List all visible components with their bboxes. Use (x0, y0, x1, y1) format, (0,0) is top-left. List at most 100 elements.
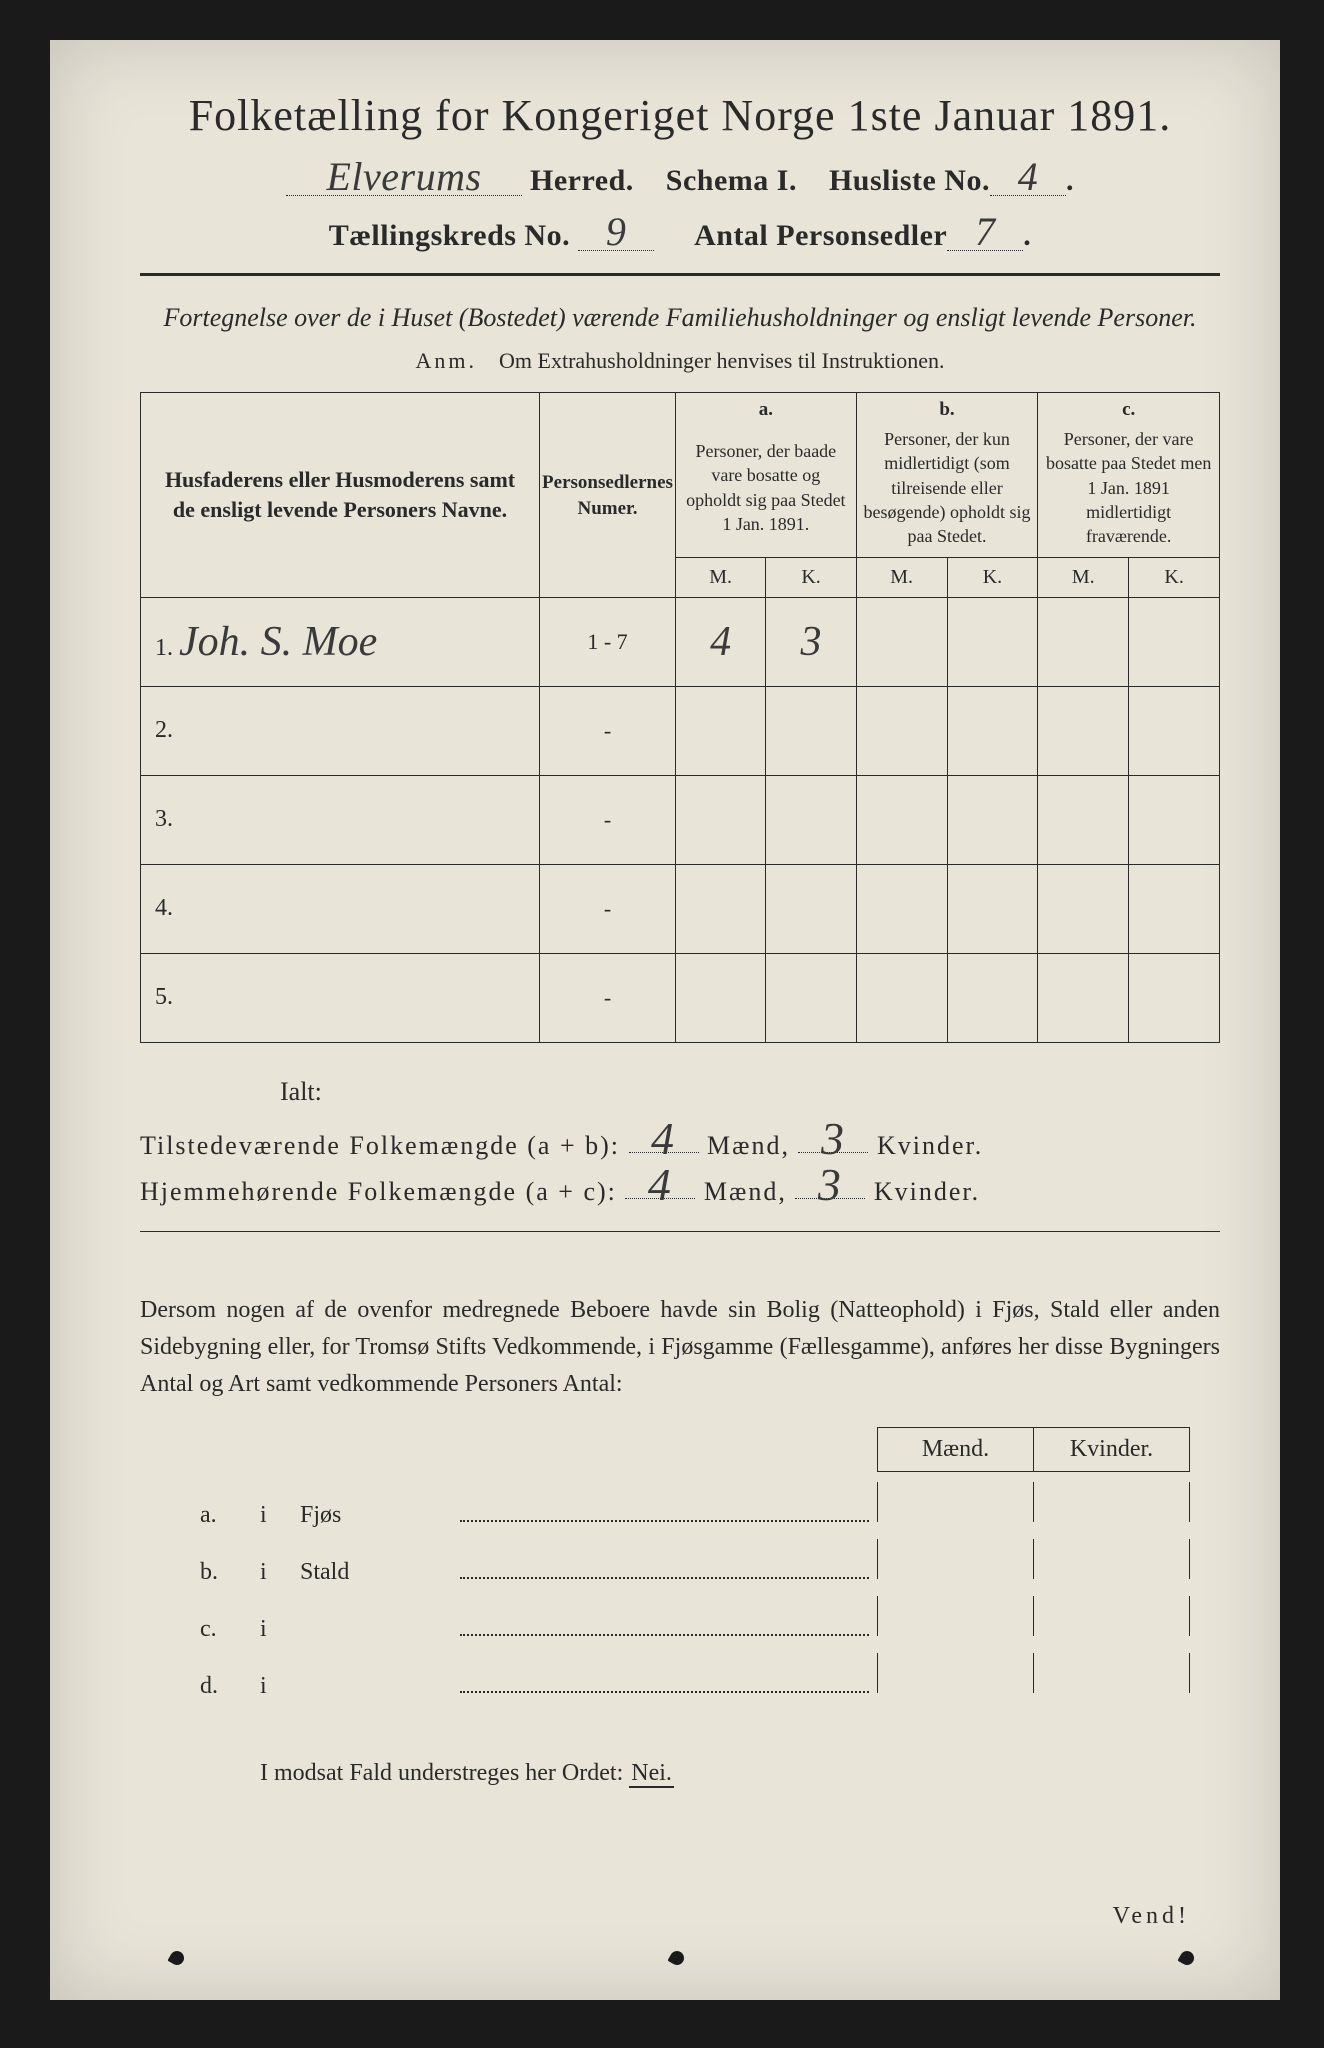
row-ak (766, 953, 856, 1042)
row-ak (766, 775, 856, 864)
totals-resident: Hjemmehørende Folkemængde (a + c): 4 Mæn… (140, 1171, 1220, 1207)
row-name: 1. Joh. S. Moe (141, 597, 540, 686)
sublist-i: i (260, 1616, 300, 1643)
row-am (675, 686, 765, 775)
row-ck (1129, 597, 1220, 686)
mk-m: Mænd. (877, 1427, 1033, 1472)
row-bm (856, 597, 947, 686)
row-am (675, 775, 765, 864)
sublist-text: Fjøs (300, 1502, 460, 1529)
anm-label: Anm. (416, 348, 478, 373)
col-c-k: K. (1129, 557, 1220, 597)
husliste-label: Husliste No. (829, 164, 990, 197)
sublist-i: i (260, 1502, 300, 1529)
annotation-line: Anm. Om Extrahusholdninger henvises til … (140, 348, 1220, 374)
row-bk (947, 597, 1038, 686)
col-b-k: K. (947, 557, 1038, 597)
row-bm (856, 775, 947, 864)
col-a-letter: a. (675, 393, 856, 425)
col-b-m: M. (856, 557, 947, 597)
sublist-k-box (1033, 1539, 1190, 1579)
sublist-m-box (877, 1596, 1033, 1636)
sublist-letter: c. (200, 1616, 260, 1643)
vend-label: Vend! (1113, 1903, 1190, 1930)
row-bm (856, 953, 947, 1042)
table-row: 2. - (141, 686, 1220, 775)
sublist-letter: a. (200, 1502, 260, 1529)
table-row: 1. Joh. S. Moe1 - 743 (141, 597, 1220, 686)
sublist-k-box (1033, 1482, 1190, 1522)
row-ak (766, 864, 856, 953)
maend-label-2: Mænd, (704, 1177, 787, 1206)
row-am (675, 864, 765, 953)
row-cm (1038, 775, 1129, 864)
col-a-k: K. (766, 557, 856, 597)
sublist-letter: d. (200, 1673, 260, 1700)
antal-label: Antal Personsedler (694, 219, 947, 252)
mk-k: Kvinder. (1033, 1427, 1190, 1472)
row-num: - (540, 953, 676, 1042)
col-c-letter: c. (1038, 393, 1220, 425)
col-b-letter: b. (856, 393, 1038, 425)
divider (140, 1231, 1220, 1232)
row-name: 2. (141, 686, 540, 775)
mk-header: Mænd. Kvinder. (140, 1427, 1190, 1472)
maend-label: Mænd, (707, 1131, 790, 1160)
row-bm (856, 864, 947, 953)
sublist-m-box (877, 1482, 1033, 1522)
dotted-line (460, 1633, 869, 1636)
herred-value: Elverums (286, 159, 522, 196)
col-b-desc: Personer, der kun midlertidigt (som tilr… (856, 425, 1038, 557)
table-row: 5. - (141, 953, 1220, 1042)
row-num: - (540, 686, 676, 775)
kreds-label: Tællingskreds No. (329, 219, 570, 252)
totals-present: Tilstedeværende Folkemængde (a + b): 4 M… (140, 1125, 1220, 1161)
row-num: 1 - 7 (540, 597, 676, 686)
row-bk (947, 775, 1038, 864)
sublist-text: Stald (300, 1559, 460, 1586)
anm-text: Om Extrahusholdninger henvises til Instr… (499, 348, 944, 373)
col-c-desc: Personer, der vare bosatte paa Stedet me… (1038, 425, 1220, 557)
col-a-m: M. (675, 557, 765, 597)
row-bk (947, 686, 1038, 775)
row-cm (1038, 597, 1129, 686)
row-am: 4 (675, 597, 765, 686)
row-bm (856, 686, 947, 775)
dotted-line (460, 1519, 869, 1522)
antal-value: 7 (947, 214, 1023, 251)
row-name: 3. (141, 775, 540, 864)
col-c-m: M. (1038, 557, 1129, 597)
col-num-header: Personsedlernes Numer. (540, 393, 676, 597)
hole-mark (667, 1948, 686, 1967)
sublist-i: i (260, 1559, 300, 1586)
resident-label: Hjemmehørende Folkemængde (a + c): (140, 1177, 617, 1206)
herred-label: Herred. (530, 164, 634, 197)
kvinder-label: Kvinder. (877, 1131, 983, 1160)
row-num: - (540, 864, 676, 953)
row-ak: 3 (766, 597, 856, 686)
row-am (675, 953, 765, 1042)
paragraph: Dersom nogen af de ovenfor medregnede Be… (140, 1292, 1220, 1404)
col-name-header: Husfaderens eller Husmoderens samt de en… (141, 393, 540, 597)
schema-label: Schema I. (666, 164, 797, 197)
row-ck (1129, 686, 1220, 775)
page-title: Folketælling for Kongeriget Norge 1ste J… (140, 90, 1220, 141)
sublist-i: i (260, 1673, 300, 1700)
row-cm (1038, 686, 1129, 775)
kreds-value: 9 (578, 214, 654, 251)
present-label: Tilstedeværende Folkemængde (a + b): (140, 1131, 620, 1160)
header-line-1: Elverums Herred. Schema I. Husliste No.4… (140, 159, 1220, 198)
subtitle: Fortegnelse over de i Huset (Bostedet) v… (140, 300, 1220, 336)
sublist-row: c.i (200, 1596, 1190, 1643)
nei-word: Nei. (629, 1760, 674, 1788)
nei-line: I modsat Fald understreges her Ordet: Ne… (260, 1760, 1220, 1787)
row-num: - (540, 775, 676, 864)
sublist-m-box (877, 1539, 1033, 1579)
row-name: 4. (141, 864, 540, 953)
dotted-line (460, 1690, 869, 1693)
sublist-m-box (877, 1653, 1033, 1693)
sublist-row: d.i (200, 1653, 1190, 1700)
sublist-row: a.iFjøs (200, 1482, 1190, 1529)
row-name: 5. (141, 953, 540, 1042)
table-row: 4. - (141, 864, 1220, 953)
